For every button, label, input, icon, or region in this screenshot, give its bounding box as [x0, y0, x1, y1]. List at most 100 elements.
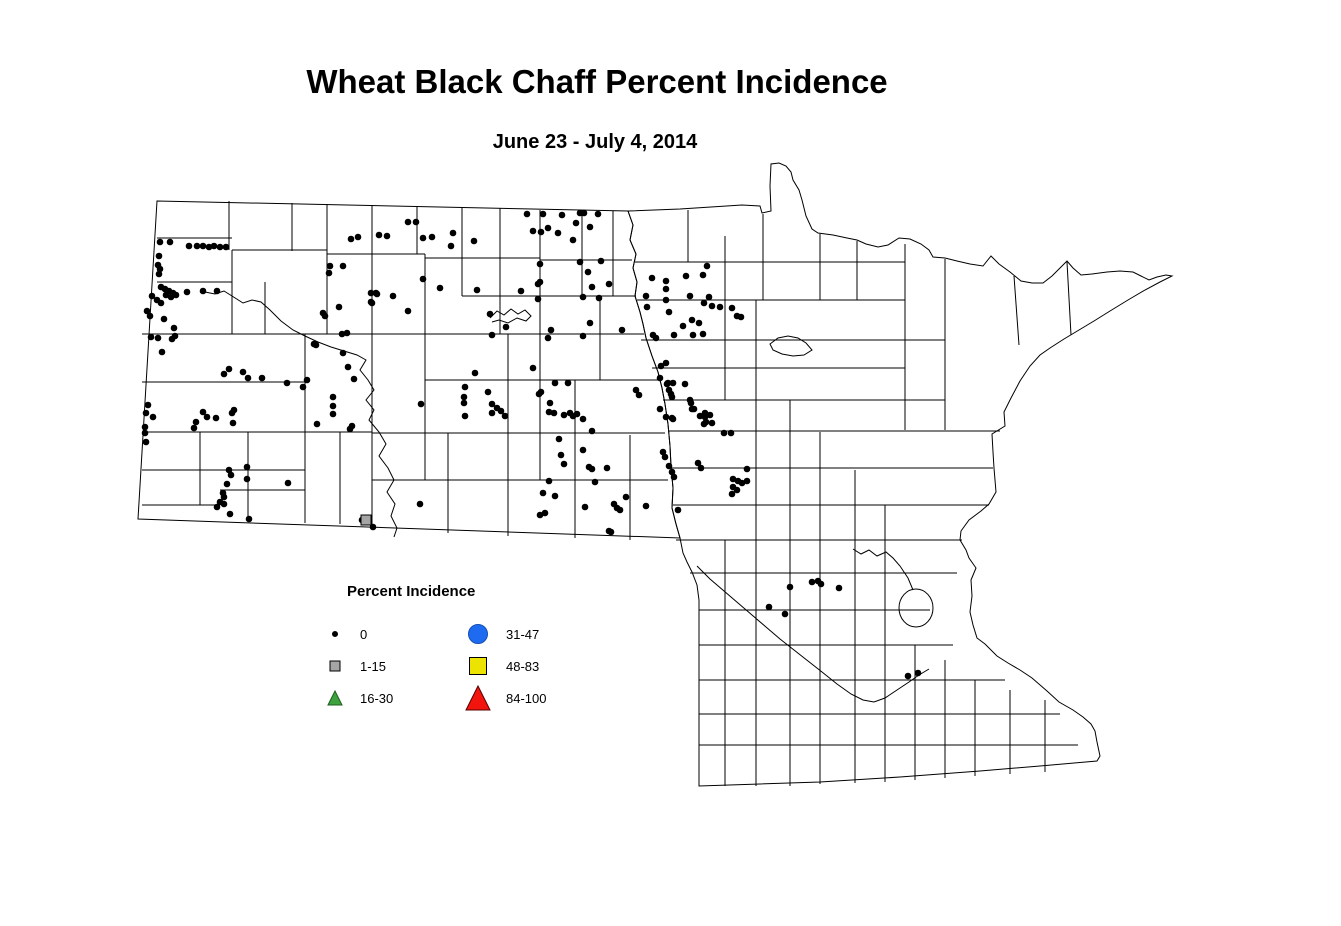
survey-point-0: [417, 400, 425, 408]
survey-point-0: [594, 210, 602, 218]
survey-point-0: [203, 413, 211, 421]
survey-point-0: [808, 578, 816, 586]
survey-point-0: [579, 332, 587, 340]
survey-point-0: [705, 293, 713, 301]
survey-point-0: [727, 429, 735, 437]
legend-label: 48-83: [506, 658, 540, 674]
survey-point-0: [461, 412, 469, 420]
survey-point-0: [372, 289, 380, 297]
legend-label: 0: [360, 626, 368, 642]
survey-point-0: [701, 409, 709, 417]
survey-point-0: [686, 292, 694, 300]
survey-point-0: [729, 475, 737, 483]
survey-point-0: [697, 464, 705, 472]
survey-point-0: [343, 329, 351, 337]
triangle-symbol-icon: [327, 689, 343, 706]
survey-point-0: [329, 393, 337, 401]
state-outline-minnesota: [627, 162, 1174, 787]
circle-symbol-icon: [332, 631, 338, 637]
survey-point-0: [185, 242, 193, 250]
survey-point-0: [657, 362, 665, 370]
legend-label: 31-47: [506, 626, 540, 642]
survey-point-0: [220, 500, 228, 508]
survey-point-0: [144, 401, 152, 409]
survey-point-0: [523, 210, 531, 218]
survey-point-0: [579, 293, 587, 301]
survey-point-0: [579, 415, 587, 423]
survey-point-0: [162, 291, 170, 299]
survey-point-0: [642, 502, 650, 510]
survey-point-0: [656, 374, 664, 382]
survey-point-0: [404, 218, 412, 226]
survey-point-0: [354, 233, 362, 241]
survey-point-0: [682, 272, 690, 280]
survey-point-0: [350, 375, 358, 383]
survey-point-0: [662, 296, 670, 304]
survey-point-0: [703, 262, 711, 270]
survey-point-0: [461, 383, 469, 391]
survey-point-0: [166, 238, 174, 246]
survey-point-0: [160, 315, 168, 323]
survey-point-0: [147, 333, 155, 341]
chart-title: Wheat Black Chaff Percent Incidence: [306, 63, 888, 100]
survey-point-0: [534, 295, 542, 303]
survey-point-0: [210, 242, 218, 250]
survey-point-0: [581, 503, 589, 511]
survey-point-0: [689, 331, 697, 339]
legend: Percent Incidence 0 1-15 16-30 31-47 48-83 8…: [318, 583, 618, 714]
survey-point-0: [588, 283, 596, 291]
survey-point-0: [243, 463, 251, 471]
survey-point-0: [539, 489, 547, 497]
survey-point-0: [743, 465, 751, 473]
survey-point-0: [661, 453, 669, 461]
legend-item-16-30: 16-30: [318, 682, 458, 714]
survey-point-0: [662, 277, 670, 285]
survey-point-0: [656, 405, 664, 413]
survey-point-0: [227, 471, 235, 479]
survey-point-0: [817, 580, 825, 588]
survey-point-0: [283, 379, 291, 387]
survey-point-0: [404, 307, 412, 315]
survey-point-0: [670, 331, 678, 339]
survey-point-0: [669, 415, 677, 423]
survey-point-0: [383, 232, 391, 240]
survey-point-0: [142, 438, 150, 446]
survey-point-0: [700, 299, 708, 307]
survey-point-0: [622, 493, 630, 501]
survey-point-0: [737, 313, 745, 321]
legend-label: 1-15: [360, 658, 387, 674]
survey-point-0: [537, 228, 545, 236]
survey-point-0: [584, 268, 592, 276]
survey-point-0: [212, 414, 220, 422]
state-outline-north-dakota: [137, 200, 681, 539]
survey-point-0: [488, 400, 496, 408]
survey-point-0: [573, 410, 581, 418]
survey-point-0: [222, 243, 230, 251]
survey-point-0: [488, 409, 496, 417]
survey-point-0: [419, 275, 427, 283]
survey-point-0: [588, 427, 596, 435]
survey-point-0: [555, 435, 563, 443]
survey-point-0: [781, 610, 789, 618]
legend-item-31-47: 31-47: [458, 618, 546, 650]
survey-point-0: [716, 303, 724, 311]
survey-point-0: [428, 233, 436, 241]
survey-point-0: [551, 379, 559, 387]
survey-point-0: [213, 287, 221, 295]
survey-point-0: [579, 446, 587, 454]
survey-point-0: [539, 210, 547, 218]
legend-item-1-15: 1-15: [318, 650, 458, 682]
survey-point-0: [335, 303, 343, 311]
survey-point-0: [284, 479, 292, 487]
survey-point-0: [326, 262, 334, 270]
legend-label: 16-30: [360, 690, 394, 706]
survey-point-0: [199, 408, 207, 416]
survey-point-0: [339, 349, 347, 357]
survey-point-0: [679, 322, 687, 330]
survey-point-0: [545, 477, 553, 485]
survey-point-0: [473, 286, 481, 294]
survey-point-0: [436, 284, 444, 292]
survey-point-0: [486, 310, 494, 318]
survey-point-0: [157, 299, 165, 307]
